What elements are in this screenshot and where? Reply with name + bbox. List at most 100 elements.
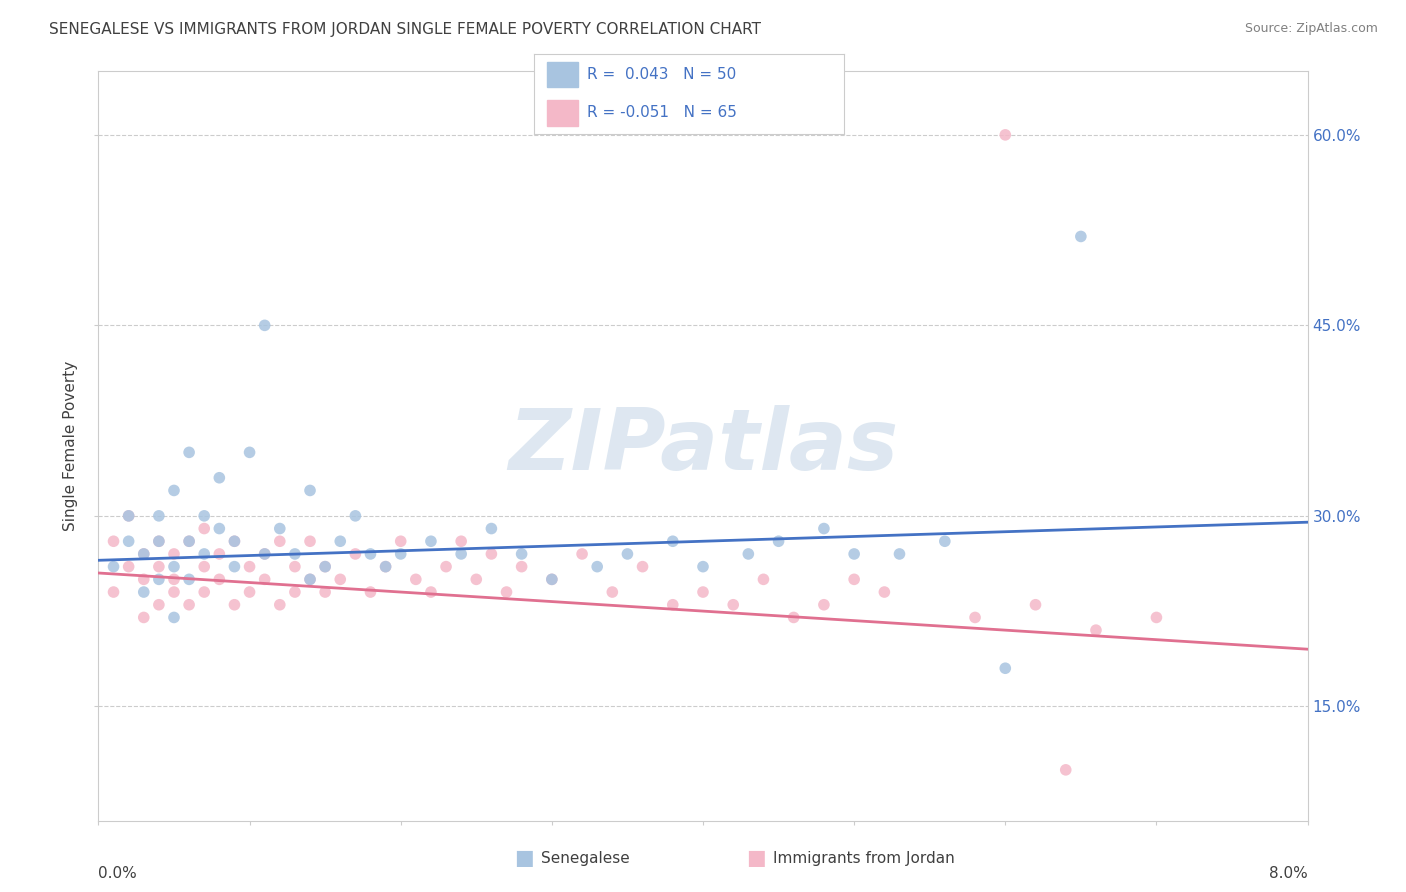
Point [873,585,896,599]
Point [344,508,367,523]
Point [434,559,457,574]
Point [813,522,835,536]
Point [481,547,503,561]
Point [132,610,155,624]
Point [132,547,155,561]
Text: ZIPatlas: ZIPatlas [508,404,898,488]
Point [163,610,186,624]
Point [616,547,638,561]
Point [179,534,201,549]
Point [253,318,276,333]
Point [208,471,231,485]
Point [934,534,956,549]
Text: R =  0.043   N = 50: R = 0.043 N = 50 [586,67,737,82]
Point [163,585,186,599]
Point [965,610,987,624]
Point [224,559,246,574]
Point [208,522,231,536]
Point [299,483,322,498]
Text: Senegalese: Senegalese [541,851,630,865]
Point [510,547,533,561]
Point [269,598,291,612]
Point [103,559,125,574]
Point [344,547,367,561]
Text: Source: ZipAtlas.com: Source: ZipAtlas.com [1244,22,1378,36]
Point [540,572,562,586]
Point [118,534,141,549]
Point [1146,610,1168,624]
Point [224,534,246,549]
Text: SENEGALESE VS IMMIGRANTS FROM JORDAN SINGLE FEMALE POVERTY CORRELATION CHART: SENEGALESE VS IMMIGRANTS FROM JORDAN SIN… [49,22,761,37]
Point [360,585,382,599]
Point [148,572,170,586]
Point [844,572,866,586]
Point [314,559,336,574]
Point [360,547,382,561]
Point [239,585,262,599]
Point [405,572,427,586]
Point [844,547,866,561]
Point [103,585,125,599]
Point [284,559,307,574]
Point [253,547,276,561]
Point [813,598,835,612]
Point [586,559,609,574]
Point [224,534,246,549]
Point [239,559,262,574]
Point [163,559,186,574]
Point [208,572,231,586]
Point [193,559,215,574]
Point [420,534,443,549]
Point [314,585,336,599]
Point [495,585,517,599]
Point [314,559,336,574]
Point [269,534,291,549]
Point [723,598,745,612]
Point [224,598,246,612]
Y-axis label: Single Female Poverty: Single Female Poverty [63,361,79,531]
Point [631,559,654,574]
Point [148,508,170,523]
Point [284,585,307,599]
Point [148,534,170,549]
Point [179,445,201,459]
Point [132,547,155,561]
Point [269,522,291,536]
Text: 8.0%: 8.0% [1268,865,1308,880]
Point [148,598,170,612]
Point [571,547,593,561]
Point [118,559,141,574]
Point [193,547,215,561]
Point [420,585,443,599]
Point [1025,598,1047,612]
Point [374,559,396,574]
Point [132,572,155,586]
Point [193,585,215,599]
Point [299,534,322,549]
Point [118,508,141,523]
Point [661,534,683,549]
Point [179,598,201,612]
Point [768,534,790,549]
Bar [547,62,578,87]
Point [752,572,775,586]
Point [103,534,125,549]
Text: ■: ■ [747,848,766,868]
Point [783,610,806,624]
Bar [547,100,578,126]
Point [994,661,1017,675]
Point [253,547,276,561]
Point [208,547,231,561]
Point [163,572,186,586]
Text: R = -0.051   N = 65: R = -0.051 N = 65 [586,105,737,120]
Point [148,559,170,574]
Point [994,128,1017,142]
Point [193,508,215,523]
Point [1085,623,1108,637]
Point [692,559,714,574]
Point [239,445,262,459]
Point [148,534,170,549]
Point [132,585,155,599]
Point [389,547,412,561]
Text: ■: ■ [515,848,534,868]
